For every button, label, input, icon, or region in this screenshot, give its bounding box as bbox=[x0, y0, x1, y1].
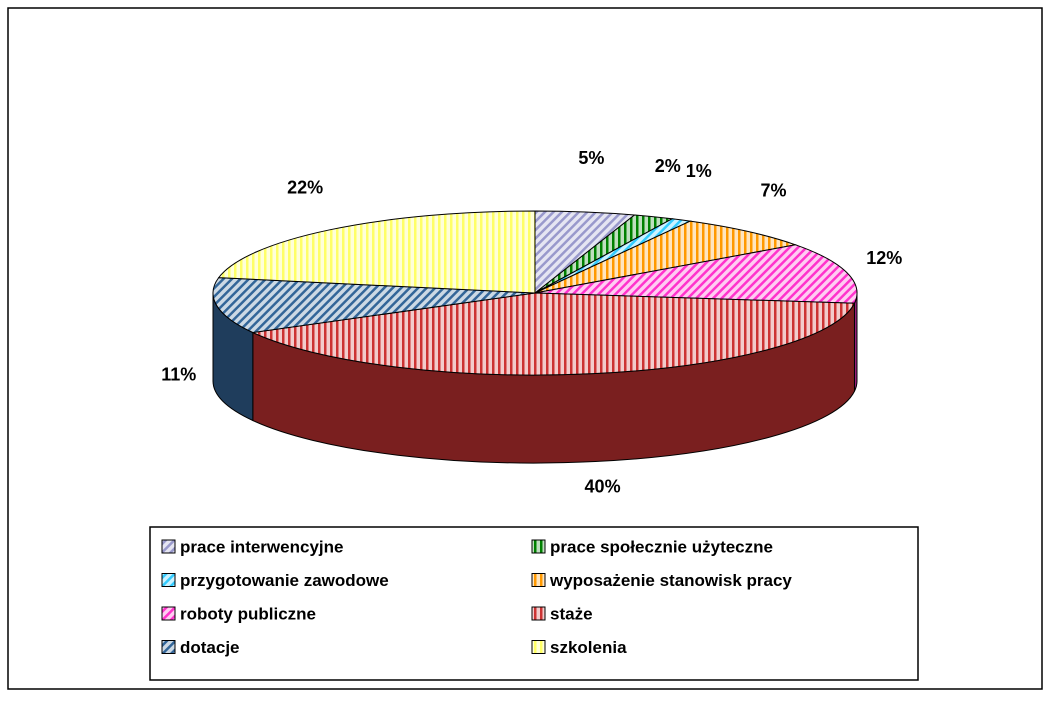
pie-slice bbox=[217, 210, 536, 294]
legend-label: wyposażenie stanowisk pracy bbox=[549, 571, 792, 590]
data-label: 2% bbox=[655, 156, 681, 176]
legend-swatch bbox=[161, 640, 176, 654]
data-label: 5% bbox=[578, 148, 604, 168]
legend-label: prace interwencyjne bbox=[180, 537, 343, 556]
legend-swatch bbox=[531, 573, 546, 587]
legend-label: prace społecznie użyteczne bbox=[550, 537, 773, 556]
legend-swatch bbox=[531, 539, 546, 554]
data-label: 7% bbox=[760, 180, 786, 200]
data-label: 12% bbox=[866, 248, 902, 268]
legend-swatch bbox=[161, 606, 176, 621]
legend-label: roboty publiczne bbox=[180, 604, 316, 623]
pie-slice bbox=[212, 277, 536, 334]
legend-swatch bbox=[161, 539, 176, 554]
pie-slice bbox=[534, 220, 798, 294]
pie-slice bbox=[251, 292, 856, 376]
data-label: 40% bbox=[585, 476, 621, 496]
data-label: 22% bbox=[287, 177, 323, 197]
data-label: 1% bbox=[686, 161, 712, 181]
legend-label: dotacje bbox=[180, 638, 240, 657]
legend-label: staże bbox=[550, 604, 593, 623]
legend-label: przygotowanie zawodowe bbox=[180, 571, 389, 590]
legend-swatch bbox=[161, 573, 176, 587]
data-label: 11% bbox=[161, 365, 196, 385]
legend-label: szkolenia bbox=[550, 638, 627, 657]
legend-swatch bbox=[531, 606, 546, 621]
legend-swatch bbox=[531, 640, 546, 654]
pie-slice bbox=[534, 244, 858, 304]
